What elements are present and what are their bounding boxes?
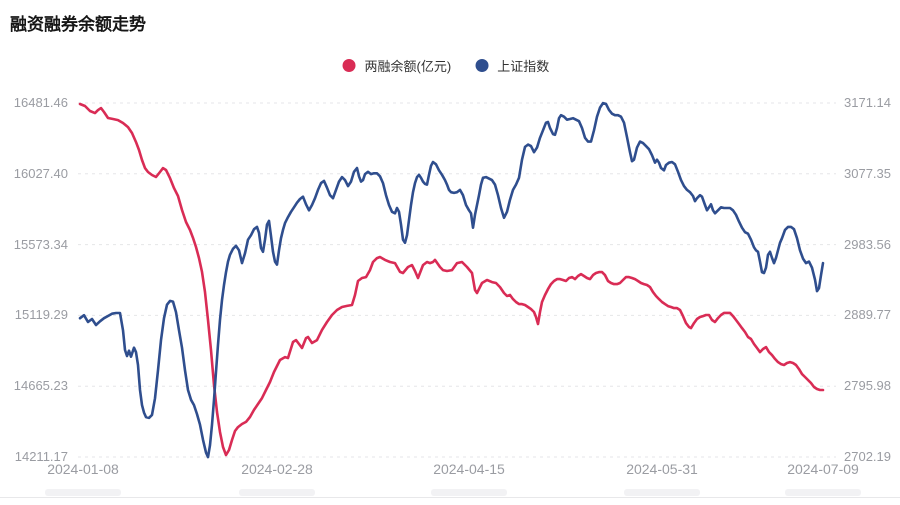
- right-axis-tick: 3077.35: [844, 165, 891, 181]
- ghost-bar: [624, 489, 700, 496]
- left-axis-tick: 15119.29: [14, 307, 68, 323]
- right-axis-tick: 2702.19: [844, 449, 891, 464]
- right-axis-tick: 2983.56: [844, 236, 891, 252]
- ghost-bar: [239, 489, 315, 496]
- x-axis-tick: 2024-01-08: [47, 461, 119, 477]
- right-axis-tick: 3171.14: [844, 95, 891, 110]
- legend-dot-sse-index-icon: [475, 59, 489, 72]
- series-line-sse-index[interactable]: [78, 101, 825, 459]
- legend-label-margin-balance: 两融余额(亿元): [364, 59, 452, 74]
- legend-dot-margin-balance-icon: [342, 59, 356, 72]
- bottom-divider: [0, 497, 900, 498]
- page-title: 融资融券余额走势: [10, 15, 146, 34]
- ghost-bar: [45, 489, 121, 496]
- right-axis-tick: 2889.77: [844, 307, 891, 323]
- x-axis-tick: 2024-02-28: [241, 461, 313, 477]
- legend-item-sse-index[interactable]: 上证指数: [475, 56, 549, 75]
- left-axis-tick: 14665.23: [13, 378, 68, 394]
- left-axis-tick: 15573.34: [13, 236, 68, 252]
- left-axis-tick: 14211.17: [14, 449, 68, 464]
- right-axis-tick: 2795.98: [844, 378, 891, 394]
- left-axis-tick: 16027.40: [13, 165, 68, 181]
- ghost-bar: [785, 489, 861, 496]
- ghost-bar: [431, 489, 507, 496]
- x-axis-tick: 2024-05-31: [626, 461, 698, 477]
- x-axis-tick: 2024-04-15: [433, 461, 505, 477]
- chart-legend: 两融余额(亿元) 上证指数: [342, 56, 549, 75]
- left-axis-tick: 16481.46: [13, 95, 68, 110]
- x-axis-tick: 2024-07-09: [787, 461, 859, 477]
- legend-item-margin-balance[interactable]: 两融余额(亿元): [342, 56, 452, 75]
- legend-label-sse-index: 上证指数: [497, 59, 550, 74]
